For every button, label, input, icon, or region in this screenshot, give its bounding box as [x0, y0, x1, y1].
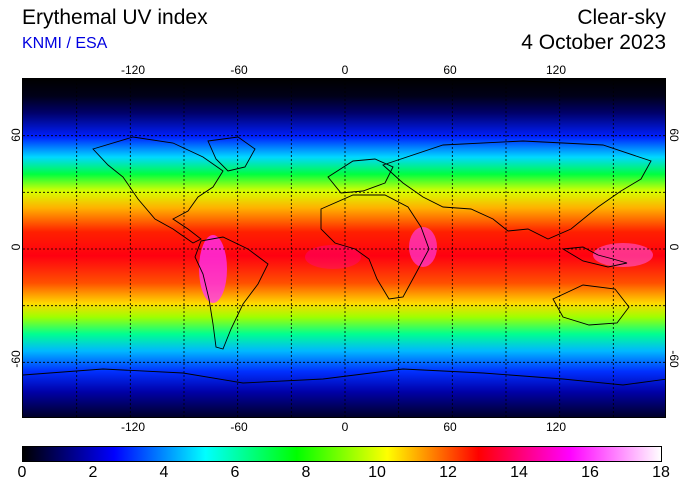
colorbar-tick-label: 6	[230, 464, 240, 481]
lat-tick-right: 60	[667, 128, 681, 142]
lon-tick-bottom: -120	[120, 420, 146, 434]
sky-condition-label: Clear-sky	[577, 6, 666, 29]
lat-tick-left: 0	[9, 243, 23, 251]
asia-outline	[382, 140, 652, 240]
lon-tick-top: 0	[341, 63, 349, 77]
lon-tick-bottom: 60	[443, 420, 457, 434]
colorbar-tick-label: 0	[17, 464, 27, 481]
lat-tick-right: 0	[667, 243, 681, 251]
uv-high-atlantic	[305, 245, 361, 269]
colorbar-tick-label: 4	[159, 464, 169, 481]
lon-tick-bottom: -60	[230, 420, 248, 434]
colorbar-tick-label: 2	[88, 464, 98, 481]
lon-tick-bottom: 120	[545, 420, 567, 434]
antarctica-outline	[23, 368, 665, 386]
colorbar-tick-label: 12	[439, 464, 457, 481]
uv-high-east-africa	[409, 227, 437, 267]
lon-tick-top: -60	[230, 63, 248, 77]
south-america-outline	[194, 236, 269, 350]
lat-tick-left: 60	[9, 128, 23, 142]
australia-outline	[552, 284, 630, 326]
uv-map-canvas	[23, 79, 665, 417]
source-credit: KNMI / ESA	[22, 35, 108, 52]
maritime-continent-outline	[561, 246, 628, 268]
colorbar-tick-label: 18	[652, 464, 670, 481]
lon-tick-bottom: 0	[341, 420, 349, 434]
lon-tick-top: -120	[120, 63, 146, 77]
colorbar-tick-label: 8	[301, 464, 311, 481]
date-label: 4 October 2023	[521, 31, 666, 54]
lon-tick-top: 60	[443, 63, 457, 77]
uv-colorbar	[22, 446, 662, 462]
colorbar-tick-label: 10	[368, 464, 386, 481]
lon-tick-top: 120	[545, 63, 567, 77]
north-america-outline	[92, 136, 224, 244]
uv-high-andes	[199, 235, 227, 303]
lat-tick-left: -60	[9, 350, 23, 368]
africa-outline	[320, 194, 430, 300]
colorbar-tick-label: 16	[581, 464, 599, 481]
uv-index-world-map	[22, 78, 666, 418]
colorbar-tick-label: 14	[510, 464, 528, 481]
lat-tick-right: -60	[667, 350, 681, 368]
map-title: Erythemal UV index	[22, 6, 208, 29]
graticule	[23, 79, 665, 417]
